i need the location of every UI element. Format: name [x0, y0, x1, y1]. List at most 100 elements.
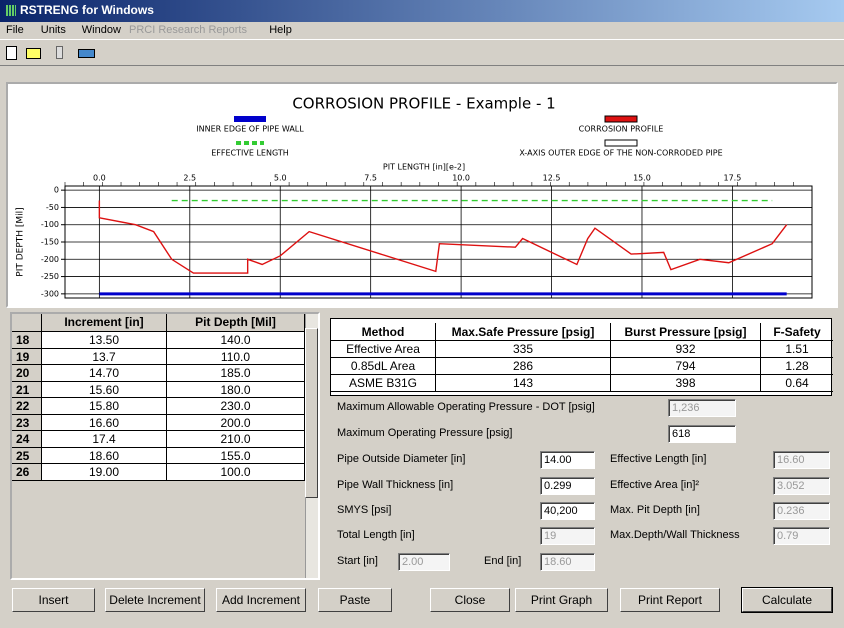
legend-swatch: [604, 139, 638, 147]
field-label: Effective Length [in]: [610, 453, 707, 465]
button[interactable]: Paste: [318, 588, 392, 612]
column-header: Burst Pressure [psig]: [611, 323, 761, 341]
row-header: 24: [12, 431, 42, 448]
field-label: Pipe Outside Diameter [in]: [337, 453, 466, 465]
input-field[interactable]: 19: [540, 527, 595, 545]
x-tick-label: 0.0: [93, 174, 106, 183]
button[interactable]: Add Increment: [216, 588, 306, 612]
x-axis-label: PIT LENGTH [in][e-2]: [383, 163, 465, 172]
column-header: Method: [331, 323, 436, 341]
field-label: Maximum Operating Pressure [psig]: [337, 427, 513, 439]
y-tick-label: -200: [41, 255, 59, 264]
table-cell: 932: [611, 341, 761, 358]
table-cell: 13.50: [42, 332, 167, 349]
input-field[interactable]: 16.60: [773, 451, 830, 469]
button[interactable]: Insert: [12, 588, 95, 612]
legend-label: INNER EDGE OF PIPE WALL: [196, 125, 304, 134]
input-field[interactable]: 40,200: [540, 502, 595, 520]
input-field[interactable]: 3.052: [773, 477, 830, 495]
open-icon[interactable]: [26, 48, 41, 59]
table-cell: 155.0: [167, 447, 305, 464]
x-tick-label: 10.0: [452, 174, 470, 183]
menu-item[interactable]: Window: [81, 24, 121, 36]
table-cell: 1.28: [761, 358, 833, 375]
table-cell: 180.0: [167, 381, 305, 398]
input-field[interactable]: 618: [668, 425, 736, 443]
column-header: Increment [in]: [42, 314, 167, 332]
series-line: [98, 200, 788, 274]
row-header: 22: [12, 398, 42, 415]
table-cell: 143: [436, 375, 611, 392]
row-header: 20: [12, 365, 42, 382]
table-cell: 13.7: [42, 348, 167, 365]
field-label: Effective Area [in]²: [610, 479, 700, 491]
menu-item[interactable]: Help: [269, 24, 292, 36]
input-field[interactable]: 18.60: [540, 553, 595, 571]
row-header: 25: [12, 447, 42, 464]
x-tick-label: 12.5: [543, 174, 561, 183]
button[interactable]: Print Graph: [515, 588, 608, 612]
table-cell: 140.0: [167, 332, 305, 349]
menu-item[interactable]: Units: [40, 24, 66, 36]
button[interactable]: Delete Increment: [105, 588, 205, 612]
x-tick-label: 5.0: [274, 174, 287, 183]
input-field[interactable]: 0.299: [540, 477, 595, 495]
menu-item[interactable]: PRCI Research Reports: [129, 24, 247, 36]
column-header: F-Safety: [761, 323, 833, 341]
row-header: 21: [12, 381, 42, 398]
new-icon[interactable]: [6, 46, 17, 60]
input-field[interactable]: 1,236: [668, 399, 736, 417]
field-label: SMYS [psi]: [337, 504, 392, 516]
input-field[interactable]: 14.00: [540, 451, 595, 469]
table-cell: ASME B31G: [331, 375, 436, 392]
title-bar: RSTRENG for Windows: [0, 0, 844, 22]
field-label: Start [in]: [337, 555, 378, 567]
row-header: 19: [12, 348, 42, 365]
x-tick-label: 15.0: [633, 174, 651, 183]
info-icon[interactable]: [56, 46, 63, 59]
column-header: Pit Depth [Mil]: [167, 314, 305, 332]
menu-bar: File Units Window PRCI Research Reports Help: [0, 22, 844, 40]
field-label: Max. Pit Depth [in]: [610, 504, 700, 516]
app-icon: [6, 5, 16, 16]
table-cell: 335: [436, 341, 611, 358]
legend-label: X-AXIS OUTER EDGE OF THE NON-CORRODED PI…: [519, 149, 722, 158]
field-label: Total Length [in]: [337, 529, 415, 541]
chart-title: CORROSION PROFILE - Example - 1: [292, 95, 555, 113]
menu-item[interactable]: File: [6, 24, 24, 36]
y-axis-label: PIT DEPTH [Mil]: [16, 207, 26, 276]
table-cell: 14.70: [42, 365, 167, 382]
y-tick-label: -50: [46, 203, 59, 212]
table-cell: 0.85dL Area: [331, 358, 436, 375]
print-icon[interactable]: [78, 49, 95, 58]
table-cell: 398: [611, 375, 761, 392]
field-label: End [in]: [484, 555, 522, 567]
results-table: Method Max.Safe Pressure [psig] Burst Pres…: [330, 318, 833, 396]
input-field[interactable]: 0.79: [773, 527, 830, 545]
table-cell: 286: [436, 358, 611, 375]
table-cell: 200.0: [167, 414, 305, 431]
input-field[interactable]: 0.236: [773, 502, 830, 520]
table-cell: 15.80: [42, 398, 167, 415]
table-cell: 110.0: [167, 348, 305, 365]
field-label: Pipe Wall Thickness [in]: [337, 479, 454, 491]
button[interactable]: Calculate: [741, 587, 833, 613]
y-tick-label: -250: [41, 272, 59, 281]
y-tick-label: -300: [41, 289, 59, 298]
x-tick-label: 17.5: [724, 174, 742, 183]
table-cell: 210.0: [167, 431, 305, 448]
input-field[interactable]: 2.00: [398, 553, 450, 571]
button[interactable]: Print Report: [620, 588, 720, 612]
x-tick-label: 2.5: [183, 174, 196, 183]
corner-cell: [12, 314, 42, 332]
table-cell: 185.0: [167, 365, 305, 382]
scroll-thumb[interactable]: [305, 328, 318, 498]
table-cell: 100.0: [167, 464, 305, 481]
legend-label: CORROSION PROFILE: [579, 125, 664, 134]
button[interactable]: Close: [430, 588, 510, 612]
window-title: RSTRENG for Windows: [20, 3, 154, 17]
table-cell: 1.51: [761, 341, 833, 358]
table-cell: 18.60: [42, 447, 167, 464]
table-cell: 230.0: [167, 398, 305, 415]
